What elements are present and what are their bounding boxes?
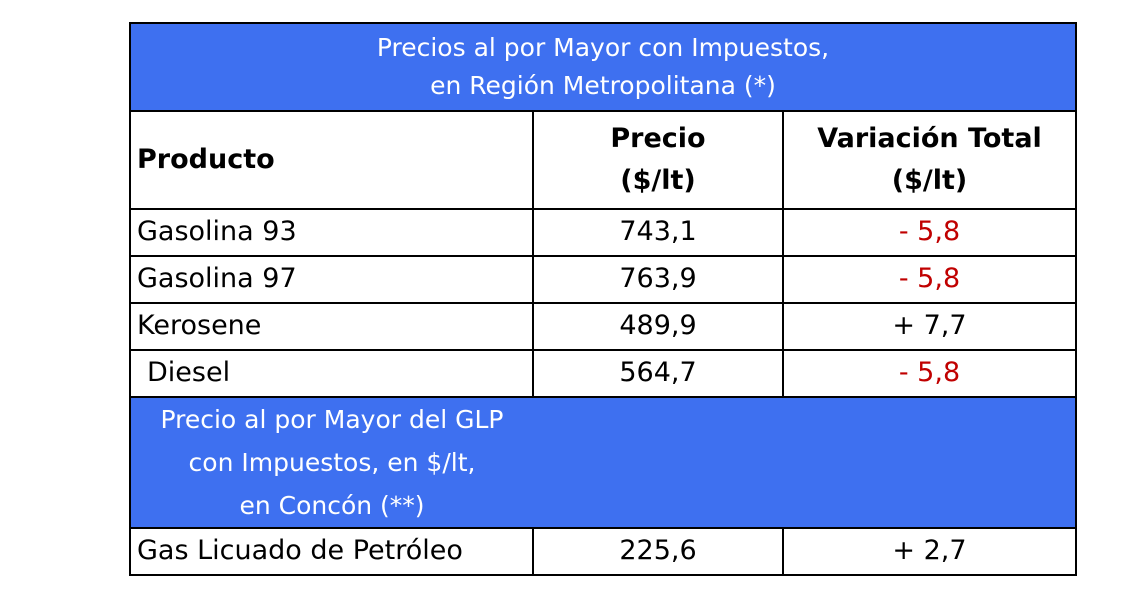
row-price: 763,9 — [532, 255, 784, 304]
table-row: Kerosene 489,9 + 7,7 — [129, 302, 1077, 351]
row-variation: - 5,8 — [782, 255, 1077, 304]
row-price: 743,1 — [532, 208, 784, 257]
row-price: 225,6 — [532, 527, 784, 576]
glp-label-line1: Precio al por Mayor del GLP — [160, 405, 504, 434]
glp-label-line2: con Impuestos, en $/lt, — [188, 448, 476, 477]
header-price-line2: ($/lt) — [620, 165, 696, 196]
row-variation: - 5,8 — [782, 208, 1077, 257]
row-price: 564,7 — [532, 349, 784, 398]
price-table: Precios al por Mayor con Impuestos, en R… — [129, 22, 1077, 576]
header-row: Producto Precio ($/lt) Variación Total (… — [129, 110, 1077, 210]
row-variation: - 5,8 — [782, 349, 1077, 398]
header-variation-line2: ($/lt) — [891, 165, 968, 196]
glp-section-row: Precio al por Mayor del GLP con Impuesto… — [129, 396, 1077, 529]
row-product: Kerosene — [129, 302, 534, 351]
table-title-line1: Precios al por Mayor con Impuestos, — [376, 33, 830, 62]
table-row: Gasolina 97 763,9 - 5,8 — [129, 255, 1077, 304]
row-variation: + 2,7 — [782, 527, 1077, 576]
header-price-line1: Precio — [610, 123, 706, 154]
header-product: Producto — [129, 110, 534, 210]
table-row: Diesel 564,7 - 5,8 — [129, 349, 1077, 398]
table-title: Precios al por Mayor con Impuestos, en R… — [129, 22, 1077, 112]
table-row: Gasolina 93 743,1 - 5,8 — [129, 208, 1077, 257]
glp-label-line3: en Concón (**) — [239, 491, 425, 520]
glp-section-fill — [533, 396, 1077, 529]
row-price: 489,9 — [532, 302, 784, 351]
row-product: Gasolina 93 — [129, 208, 534, 257]
glp-section-label: Precio al por Mayor del GLP con Impuesto… — [129, 396, 533, 529]
table-title-line2: en Región Metropolitana (*) — [430, 71, 776, 100]
row-product: Gasolina 97 — [129, 255, 534, 304]
row-product: Diesel — [129, 349, 534, 398]
header-variation-line1: Variación Total — [817, 123, 1042, 154]
row-variation: + 7,7 — [782, 302, 1077, 351]
row-product: Gas Licuado de Petróleo — [129, 527, 534, 576]
table-row: Gas Licuado de Petróleo 225,6 + 2,7 — [129, 527, 1077, 576]
header-variation: Variación Total ($/lt) — [782, 110, 1077, 210]
header-price: Precio ($/lt) — [532, 110, 784, 210]
